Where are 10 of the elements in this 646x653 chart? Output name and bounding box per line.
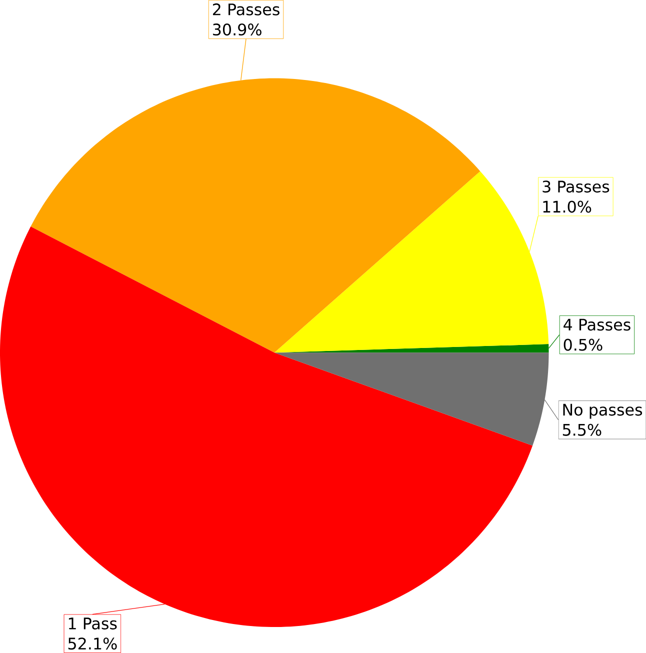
data-label: 0.5% (564, 338, 602, 351)
data-label: 11.0% (543, 200, 592, 213)
slice-label: No passes (563, 404, 642, 419)
slice-label: 1 Pass (68, 618, 117, 630)
slice-label: 2 Passes (212, 3, 280, 16)
slice-label: 3 Passes (542, 180, 610, 193)
data-label: 30.9% (212, 24, 262, 36)
data-label: 5.5% (562, 424, 602, 436)
data-label: 52.1% (68, 638, 117, 650)
slice-label: 4 Passes (563, 318, 630, 331)
